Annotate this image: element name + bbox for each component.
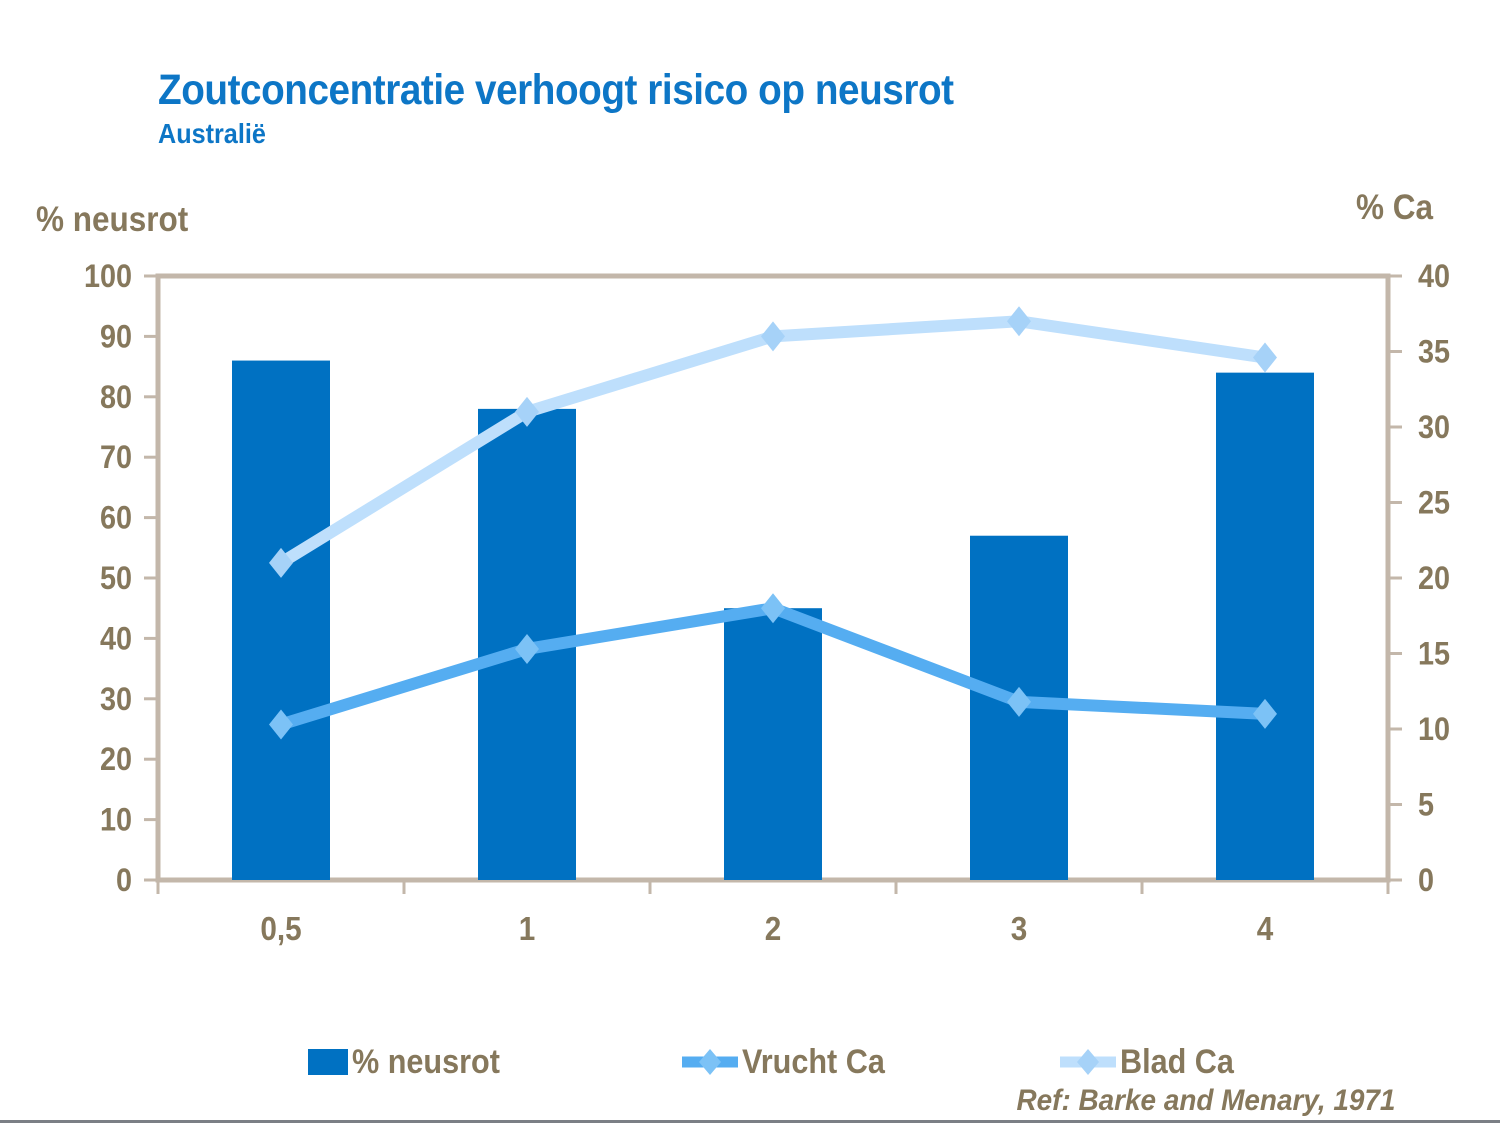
legend-blad-marker-icon bbox=[1060, 1049, 1116, 1075]
svg-text:25: 25 bbox=[1418, 485, 1450, 521]
chart-title-text: Zoutconcentratie verhoogt risico op neus… bbox=[158, 66, 954, 114]
right-axis-tick-label: 30 bbox=[1418, 410, 1450, 446]
svg-text:80: 80 bbox=[100, 379, 132, 415]
left-axis-title-text: % neusrot bbox=[36, 200, 189, 239]
legend-diamond bbox=[1077, 1049, 1099, 1075]
svg-text:50: 50 bbox=[100, 561, 132, 597]
svg-text:100: 100 bbox=[84, 259, 132, 295]
left-axis-tick-label: 40 bbox=[100, 621, 132, 657]
left-axis-tick-label: 90 bbox=[100, 319, 132, 355]
x-axis-label: 3 bbox=[1011, 911, 1028, 948]
right-axis-tick-label: 5 bbox=[1418, 787, 1434, 823]
svg-text:40: 40 bbox=[1418, 259, 1450, 295]
blad-ca-marker bbox=[1253, 342, 1277, 373]
legend-label-neusrot: % neusrot bbox=[352, 1042, 500, 1081]
legend-vrucht-marker-icon bbox=[682, 1049, 738, 1075]
left-axis-tick-label: 80 bbox=[100, 379, 132, 415]
svg-text:1: 1 bbox=[519, 911, 536, 948]
right-axis-tick-label: 40 bbox=[1418, 259, 1450, 295]
bar-0,5 bbox=[232, 360, 330, 880]
left-axis-tick-label: 0 bbox=[116, 863, 132, 899]
svg-text:4: 4 bbox=[1257, 911, 1274, 948]
right-axis-tick-label: 15 bbox=[1418, 636, 1450, 672]
legend-label-vrucht-ca: Vrucht Ca bbox=[742, 1042, 885, 1081]
svg-text:30: 30 bbox=[1418, 410, 1450, 446]
blad-ca-marker bbox=[269, 547, 293, 578]
svg-text:35: 35 bbox=[1418, 334, 1450, 370]
svg-text:70: 70 bbox=[100, 440, 132, 476]
svg-text:40: 40 bbox=[100, 621, 132, 657]
bar-2 bbox=[724, 608, 822, 880]
right-axis-tick-label: 10 bbox=[1418, 712, 1450, 748]
svg-text:20: 20 bbox=[1418, 561, 1450, 597]
svg-text:0: 0 bbox=[1418, 863, 1434, 899]
reference-citation: Ref: Barke and Menary, 1971 bbox=[988, 1084, 1395, 1118]
reference-citation-text: Ref: Barke and Menary, 1971 bbox=[1016, 1084, 1395, 1117]
svg-text:60: 60 bbox=[100, 500, 132, 536]
chart-title: Zoutconcentratie verhoogt risico op neus… bbox=[158, 66, 1042, 115]
x-axis-label: 4 bbox=[1257, 911, 1274, 948]
blad-ca-line bbox=[275, 315, 1271, 569]
legend-item-blad-ca: Blad Ca bbox=[1058, 1038, 1247, 1086]
right-axis-title-text: % Ca bbox=[1356, 188, 1434, 227]
chart-subtitle-text: Australië bbox=[158, 118, 266, 149]
bar-4 bbox=[1216, 372, 1314, 880]
right-axis-tick-label: 25 bbox=[1418, 485, 1450, 521]
chart-subtitle: Australië bbox=[158, 118, 278, 150]
legend-diamond bbox=[699, 1049, 721, 1075]
svg-text:0,5: 0,5 bbox=[260, 911, 301, 948]
left-axis-tick-label: 100 bbox=[84, 259, 132, 295]
vrucht-ca-marker bbox=[761, 593, 785, 624]
vrucht-ca-marker bbox=[1007, 686, 1031, 717]
right-axis-title: % Ca bbox=[1356, 188, 1442, 228]
left-axis-tick-label: 50 bbox=[100, 561, 132, 597]
vrucht-ca-marker bbox=[515, 633, 539, 664]
blad-ca-marker bbox=[515, 396, 539, 427]
left-axis-tick-label: 60 bbox=[100, 500, 132, 536]
right-axis-tick-label: 35 bbox=[1418, 334, 1450, 370]
svg-text:15: 15 bbox=[1418, 636, 1450, 672]
left-axis-tick-label: 10 bbox=[100, 802, 132, 838]
left-axis-tick-label: 20 bbox=[100, 742, 132, 778]
left-axis-title: % neusrot bbox=[36, 200, 205, 240]
svg-text:30: 30 bbox=[100, 681, 132, 717]
x-axis-label: 2 bbox=[765, 911, 782, 948]
left-axis-tick-label: 70 bbox=[100, 440, 132, 476]
vrucht-ca-marker bbox=[1253, 698, 1277, 729]
vrucht-ca-marker bbox=[269, 709, 293, 740]
legend-bar-swatch bbox=[308, 1049, 348, 1075]
svg-text:20: 20 bbox=[100, 742, 132, 778]
x-axis-label: 0,5 bbox=[260, 911, 301, 948]
x-axis-label: 1 bbox=[519, 911, 536, 948]
legend-item-neusrot: % neusrot bbox=[308, 1038, 516, 1086]
svg-text:2: 2 bbox=[765, 911, 782, 948]
blad-ca-marker bbox=[1007, 306, 1031, 337]
svg-text:90: 90 bbox=[100, 319, 132, 355]
legend-item-vrucht-ca: Vrucht Ca bbox=[680, 1038, 901, 1086]
svg-text:3: 3 bbox=[1011, 911, 1028, 948]
svg-text:5: 5 bbox=[1418, 787, 1434, 823]
right-axis-tick-label: 0 bbox=[1418, 863, 1434, 899]
right-axis-tick-label: 20 bbox=[1418, 561, 1450, 597]
svg-text:10: 10 bbox=[100, 802, 132, 838]
bottom-divider-line bbox=[0, 1120, 1500, 1123]
blad-ca-marker bbox=[761, 321, 785, 352]
svg-text:10: 10 bbox=[1418, 712, 1450, 748]
svg-text:0: 0 bbox=[116, 863, 132, 899]
left-axis-tick-label: 30 bbox=[100, 681, 132, 717]
legend-label-blad-ca: Blad Ca bbox=[1120, 1042, 1234, 1081]
